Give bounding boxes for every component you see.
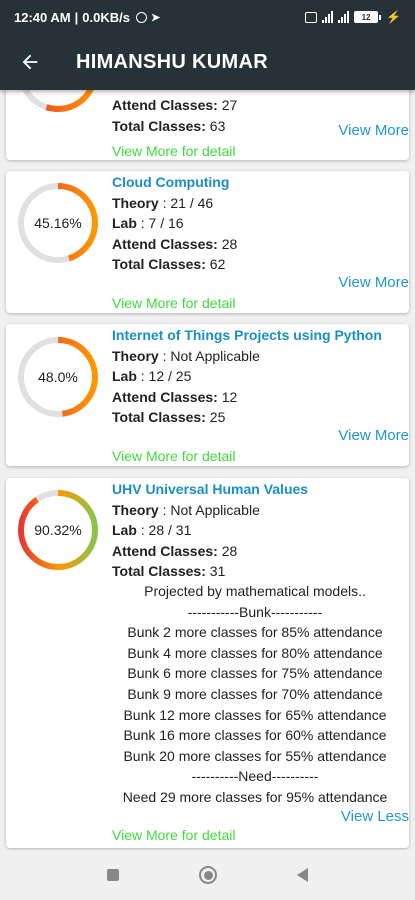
subject-card: 45.16% Cloud Computing Theory : 21 / 46 … — [6, 171, 409, 313]
bunk-header: -----------Bunk----------- — [187, 603, 323, 620]
projection-line: Bunk 9 more classes for 70% attendance — [127, 685, 383, 702]
battery-icon: 12 — [354, 11, 382, 23]
charging-icon: ⚡ — [386, 10, 401, 24]
view-more-link[interactable]: View More — [338, 122, 409, 139]
subject-name[interactable]: UHV Universal Human Values — [112, 481, 309, 497]
status-time: 12:40 AM — [14, 9, 71, 25]
view-detail-link[interactable]: View More for detail — [112, 295, 236, 311]
subject-card: 48.0% Internet of Things Projects using … — [6, 324, 409, 466]
projection-line: Bunk 4 more classes for 80% attendance — [127, 644, 383, 661]
view-less-link[interactable]: View Less — [340, 808, 409, 825]
whatsapp-icon — [135, 11, 147, 23]
view-detail-link[interactable]: View More for detail — [112, 827, 236, 843]
projection-line: Bunk 2 more classes for 85% attendance — [127, 624, 383, 641]
view-detail-link[interactable]: View More for detail — [112, 448, 236, 464]
back-nav-button[interactable] — [297, 868, 308, 882]
subject-name[interactable]: Internet of Things Projects using Python — [112, 327, 382, 343]
recents-button[interactable] — [107, 869, 119, 881]
view-more-link[interactable]: View More — [338, 274, 409, 291]
attendance-percent: 90.32% — [34, 522, 82, 538]
page-title: HIMANSHU KUMAR — [76, 50, 268, 73]
attendance-percent: 48.0% — [38, 369, 78, 385]
attendance-percent: 45.16% — [34, 215, 82, 231]
attendance-ring: 45.16% — [16, 181, 100, 265]
signal-icon-2 — [338, 11, 350, 23]
ring-progress — [18, 90, 98, 112]
attendance-ring: 90.32% — [16, 488, 100, 572]
projection-block: Projected by mathematical models.. -----… — [101, 581, 409, 808]
subject-card: Attend Classes: 27 Total Classes: 63 Vie… — [6, 90, 409, 160]
ring-progress — [18, 337, 98, 417]
projection-title: Projected by mathematical models.. — [144, 583, 366, 599]
home-button[interactable] — [199, 866, 217, 884]
attendance-ring: 48.0% — [16, 335, 100, 419]
sim-icon — [305, 11, 318, 23]
attendance-ring — [16, 90, 100, 114]
subject-list[interactable]: Attend Classes: 27 Total Classes: 63 Vie… — [0, 90, 415, 850]
subject-card: 90.32% UHV Universal Human Values Theory… — [6, 478, 409, 848]
status-bar: 12:40 AM | 0.0KB/s ➤ 12 ⚡ — [0, 0, 415, 34]
view-more-link[interactable]: View More — [338, 427, 409, 444]
projection-line: Bunk 20 more classes for 55% attendance — [123, 747, 387, 764]
app-bar: HIMANSHU KUMAR — [0, 34, 415, 90]
system-nav-bar — [0, 850, 415, 900]
view-detail-link[interactable]: View More for detail — [112, 143, 236, 159]
need-header: ----------Need---------- — [191, 768, 319, 785]
arrow-back-icon — [22, 54, 38, 70]
network-speed: 0.0KB/s — [82, 9, 130, 25]
signal-icon — [322, 11, 334, 23]
telegram-icon: ➤ — [150, 11, 161, 24]
ring-progress — [18, 490, 98, 570]
projection-line: Bunk 12 more classes for 65% attendance — [123, 706, 387, 723]
ring-progress — [18, 183, 98, 263]
projection-line: Bunk 16 more classes for 60% attendance — [123, 727, 387, 744]
projection-line: Need 29 more classes for 95% attendance — [122, 788, 388, 805]
back-button[interactable] — [0, 34, 60, 90]
subject-name[interactable]: Cloud Computing — [112, 174, 230, 190]
projection-line: Bunk 6 more classes for 75% attendance — [127, 665, 383, 682]
